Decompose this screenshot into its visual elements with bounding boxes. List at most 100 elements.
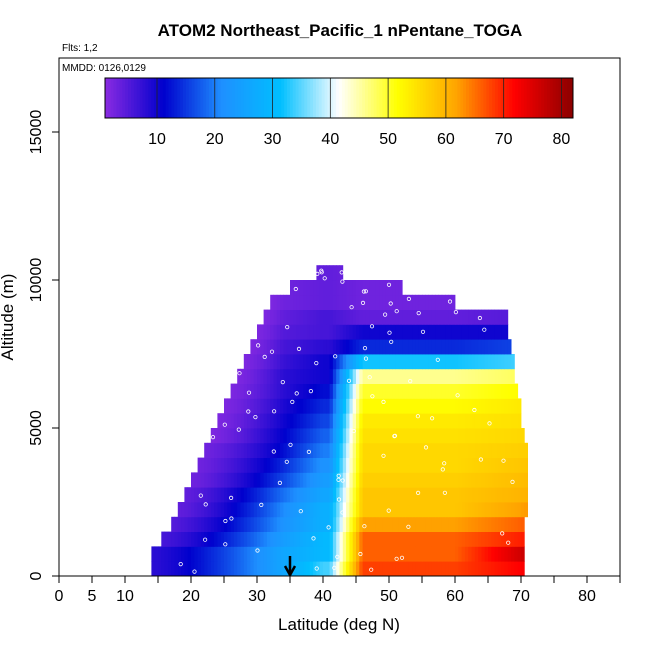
heat-cell [415, 354, 420, 370]
heat-cell [250, 442, 255, 458]
heat-cell [306, 546, 311, 562]
heat-cell [402, 413, 406, 429]
heat-cell [379, 368, 383, 384]
heat-cell [451, 339, 456, 355]
heat-cell [418, 487, 423, 503]
heat-cell [313, 516, 317, 532]
heat-cell [342, 561, 347, 576]
colorbar-tick-label: 40 [321, 131, 339, 148]
heat-cell [398, 368, 403, 384]
heat-cell [187, 516, 192, 532]
heat-cell [398, 324, 403, 340]
heat-cell [207, 531, 212, 547]
heat-cell [488, 516, 492, 532]
heat-cell [425, 354, 429, 370]
heat-cell [375, 442, 380, 458]
heat-cell [303, 561, 307, 576]
heat-cell [461, 324, 466, 340]
heat-cell [494, 457, 499, 473]
heat-cell [349, 368, 354, 384]
heat-cell [408, 354, 413, 370]
heat-cell [309, 368, 314, 384]
heat-cell [336, 428, 340, 444]
heat-cell [316, 487, 321, 503]
heat-cell [507, 383, 512, 399]
heat-cell [362, 546, 367, 562]
heat-cell [260, 339, 264, 355]
heat-cell [392, 368, 396, 384]
heat-cell [395, 561, 400, 576]
heat-cell [332, 428, 337, 444]
heat-cell [488, 368, 492, 384]
heat-cell [484, 516, 489, 532]
heat-cell [266, 368, 271, 384]
heat-cell [435, 502, 439, 518]
heat-cell [461, 487, 466, 503]
sample-point [293, 286, 298, 292]
heat-cell [181, 531, 185, 547]
heat-cell [517, 398, 522, 414]
heat-cell [372, 294, 377, 310]
colorbar-cell [408, 78, 412, 118]
heat-cell [187, 487, 192, 503]
heat-cell [402, 354, 406, 370]
heat-cell [491, 442, 495, 458]
heat-cell [484, 472, 489, 488]
heat-cell [326, 502, 330, 518]
heat-cell [263, 516, 268, 532]
colorbar-cell [289, 78, 294, 118]
heat-cell [461, 561, 466, 576]
heat-cell [247, 531, 251, 547]
heat-cell [349, 413, 354, 429]
colorbar-cell [558, 78, 562, 118]
sample-point [229, 516, 234, 521]
heat-cell [273, 561, 278, 576]
heat-cell [230, 383, 235, 399]
colorbar-cell [157, 78, 161, 118]
heat-cell [233, 561, 238, 576]
heat-cell [233, 487, 238, 503]
heat-cell [270, 531, 274, 547]
heat-cell [474, 339, 479, 355]
heat-cell [349, 561, 354, 576]
heat-cell [329, 546, 334, 562]
heat-cell [425, 339, 429, 355]
heat-cell [431, 309, 436, 325]
x-axis-label: Latitude (deg N) [278, 615, 400, 634]
heat-cell [250, 457, 255, 473]
colorbar-cell [544, 78, 548, 118]
heat-cell [346, 531, 350, 547]
heat-cell [286, 354, 291, 370]
heat-cell [507, 531, 512, 547]
heat-cell [184, 546, 189, 562]
heat-cell [303, 546, 307, 562]
heat-cell [217, 442, 222, 458]
heat-cell [306, 368, 311, 384]
heat-cell [283, 294, 288, 310]
heat-cell [286, 324, 291, 340]
heat-cell [266, 531, 271, 547]
heat-cell [481, 546, 486, 562]
heat-cell [455, 398, 459, 414]
heat-cell [273, 294, 278, 310]
heat-cell [395, 309, 400, 325]
heat-cell [448, 442, 453, 458]
heat-cell [455, 502, 459, 518]
heat-cell [280, 457, 284, 473]
heat-cell [451, 368, 456, 384]
y-tick-label: 5000 [28, 410, 45, 446]
heat-cell [514, 546, 519, 562]
colorbar-cell [454, 78, 458, 118]
heat-cell [316, 413, 321, 429]
heat-cell [260, 368, 264, 384]
colorbar-tick-label: 60 [437, 131, 455, 148]
heat-cell [398, 531, 403, 547]
heat-cell [290, 457, 294, 473]
heat-cell [514, 442, 519, 458]
heat-cell [438, 383, 443, 399]
heat-cell [422, 383, 426, 399]
heat-cell [521, 546, 525, 562]
heat-cell [398, 457, 403, 473]
heat-cell [323, 368, 327, 384]
heat-cell [309, 280, 314, 296]
